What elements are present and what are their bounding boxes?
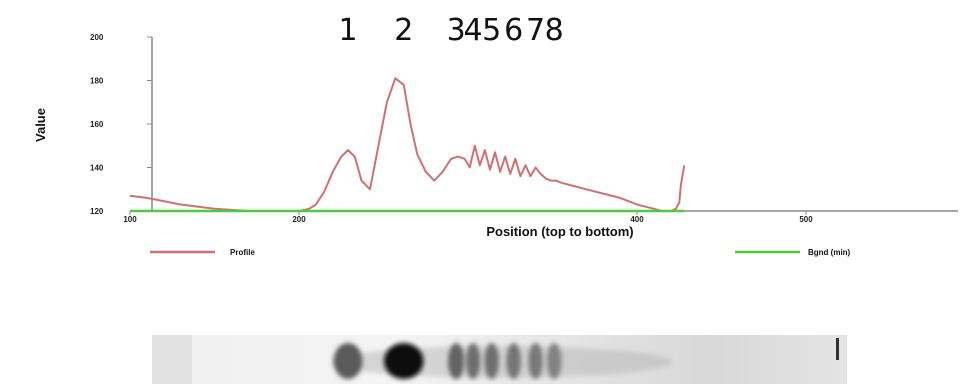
legend: Profile Bgnd (min) — [150, 248, 851, 257]
legend-label: Bgnd (min) — [808, 248, 851, 257]
x-tick-label: 400 — [630, 215, 644, 224]
gel-band-5 — [484, 343, 499, 379]
y-tick-label: 180 — [90, 77, 104, 86]
peak-label-1: 1 — [338, 13, 357, 48]
gel-band-4 — [465, 343, 481, 379]
axes — [151, 37, 958, 212]
peak-label-7: 7 — [526, 13, 545, 48]
gel-band-1 — [333, 343, 363, 379]
peak-label-5: 5 — [482, 13, 501, 48]
series-line-profile — [129, 77, 686, 212]
x-tick-label: 200 — [292, 215, 306, 224]
peak-labels: 1 2 34 5 6 7 8 — [338, 13, 563, 48]
series-group — [129, 77, 686, 213]
gel-strip — [152, 335, 847, 384]
x-tick-label: 500 — [799, 215, 813, 224]
peak-label-6: 6 — [504, 13, 523, 48]
y-tick-label: 120 — [90, 207, 104, 216]
peak-label-8: 8 — [545, 13, 564, 48]
x-axis-label: Position (top to bottom) — [486, 224, 633, 239]
gel-smear — [331, 346, 672, 378]
gel-band-7 — [528, 343, 543, 379]
peak-label-4: 4 — [464, 13, 483, 48]
gel-band-8 — [546, 343, 562, 379]
gel-lane-edge — [152, 335, 192, 384]
x-ticks: 100 200 400 500 — [123, 211, 813, 224]
y-tick-label: 200 — [90, 33, 104, 42]
legend-label: Profile — [230, 248, 255, 257]
gel-band-3 — [448, 343, 465, 379]
y-tick-label: 160 — [90, 120, 104, 129]
gel-band-6 — [506, 343, 521, 379]
y-ticks: 120 140 160 180 200 — [90, 33, 152, 216]
gel-marker — [836, 338, 839, 360]
gel-band-2 — [383, 343, 424, 379]
peak-label-2: 2 — [394, 13, 413, 48]
x-tick-label: 100 — [123, 215, 137, 224]
y-axis-label: Value — [33, 108, 48, 142]
peak-label-3: 3 — [447, 13, 466, 48]
y-tick-label: 140 — [90, 164, 104, 173]
